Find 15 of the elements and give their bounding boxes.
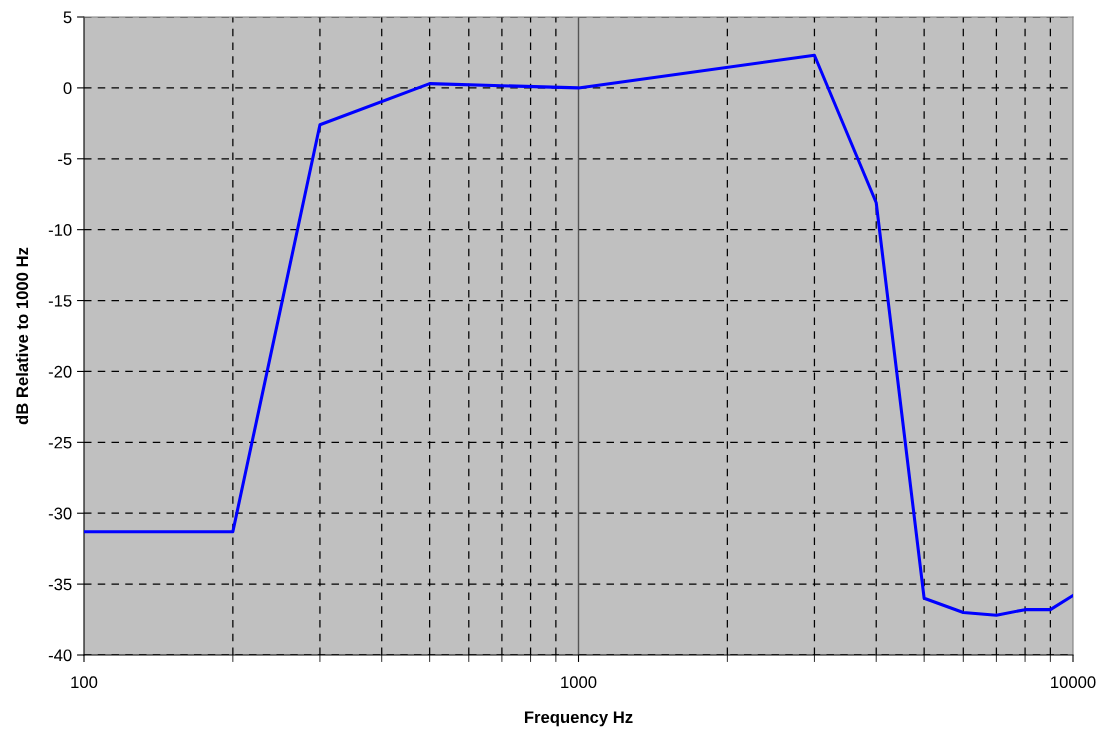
y-tick-label: -15 <box>48 295 72 307</box>
x-tick-label: 10000 <box>1051 676 1096 689</box>
y-tick-label: -10 <box>48 224 72 236</box>
y-axis-title: dB Relative to 1000 Hz <box>15 247 29 425</box>
x-axis-title: Frequency Hz <box>524 711 633 727</box>
x-tick-label: 1000 <box>561 676 597 689</box>
y-tick-label: -25 <box>48 436 72 449</box>
y-tick-label: -40 <box>48 649 72 662</box>
y-tick-label: -35 <box>48 578 72 591</box>
x-tick-label: 100 <box>71 676 98 689</box>
y-tick-label: -5 <box>58 153 72 165</box>
y-tick-label: 0 <box>63 82 72 95</box>
y-tick-label: 5 <box>63 11 72 24</box>
y-tick-label: -20 <box>48 365 72 378</box>
y-tick-label: -30 <box>48 507 72 520</box>
